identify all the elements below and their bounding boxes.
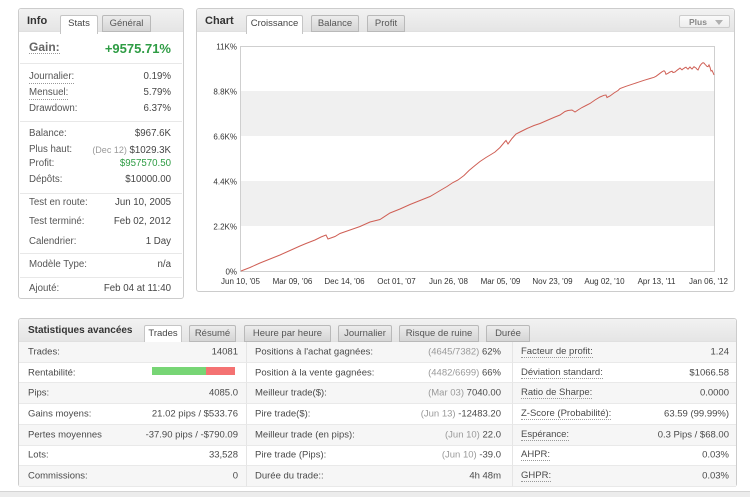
svg-text:Apr 13, '11: Apr 13, '11	[638, 277, 676, 286]
svg-text:2.2K%: 2.2K%	[213, 223, 237, 232]
svg-text:Jun 26, '08: Jun 26, '08	[429, 277, 468, 286]
svg-text:8.8K%: 8.8K%	[213, 88, 237, 97]
svg-text:Nov 23, '09: Nov 23, '09	[532, 277, 573, 286]
svg-text:Mar 05, '09: Mar 05, '09	[481, 277, 521, 286]
svg-text:Dec 14, '06: Dec 14, '06	[324, 277, 365, 286]
svg-text:Mar 09, '06: Mar 09, '06	[273, 277, 313, 286]
svg-text:0%: 0%	[225, 268, 237, 277]
svg-text:Aug 02, '10: Aug 02, '10	[584, 277, 625, 286]
svg-text:Jun 10, '05: Jun 10, '05	[221, 277, 260, 286]
svg-text:Oct 01, '07: Oct 01, '07	[377, 277, 416, 286]
svg-text:11K%: 11K%	[216, 43, 237, 52]
svg-text:4.4K%: 4.4K%	[213, 178, 237, 187]
svg-text:6.6K%: 6.6K%	[213, 133, 237, 142]
svg-text:Jan 06, '12: Jan 06, '12	[689, 277, 728, 286]
